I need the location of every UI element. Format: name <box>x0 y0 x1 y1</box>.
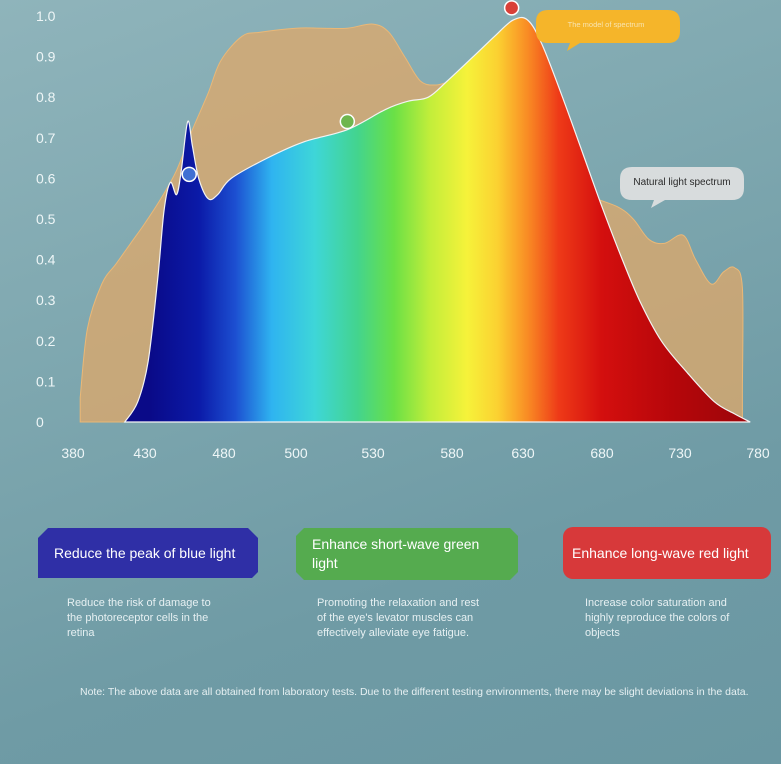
x-tick-label: 380 <box>61 445 85 461</box>
y-tick-label: 0 <box>36 414 44 430</box>
y-tick-label: 0.1 <box>36 373 56 389</box>
red-peak-marker <box>503 0 520 16</box>
natural-callout-text: Natural light spectrum <box>633 177 730 188</box>
model-spectrum-callout: The model of spectrum <box>536 10 680 51</box>
x-tick-label: 780 <box>746 445 770 461</box>
y-tick-label: 0.2 <box>36 333 56 349</box>
x-tick-label: 580 <box>440 445 464 461</box>
y-axis-ticks: 0 0.1 0.2 0.3 0.4 0.5 0.6 0.7 0.8 0.9 1.0 <box>36 8 56 430</box>
y-tick-label: 0.3 <box>36 292 56 308</box>
natural-spectrum-callout: Natural light spectrum <box>620 167 744 208</box>
x-tick-label: 630 <box>511 445 535 461</box>
y-tick-label: 0.8 <box>36 89 56 105</box>
y-tick-label: 0.6 <box>36 170 56 186</box>
x-tick-label: 480 <box>212 445 236 461</box>
model-callout-bubble <box>536 10 680 51</box>
chart-markers <box>181 0 520 183</box>
x-tick-label: 530 <box>361 445 385 461</box>
x-tick-label: 430 <box>133 445 157 461</box>
x-tick-label: 500 <box>284 445 308 461</box>
model-spectrum-area <box>123 16 751 423</box>
x-tick-label: 730 <box>668 445 692 461</box>
green-marker <box>339 113 356 130</box>
x-axis-ticks: 380 430 480 500 530 580 630 680 730 780 <box>61 445 770 461</box>
y-tick-label: 1.0 <box>36 8 56 24</box>
x-tick-label: 680 <box>590 445 614 461</box>
y-tick-label: 0.9 <box>36 49 56 65</box>
y-tick-label: 0.7 <box>36 130 56 146</box>
y-tick-label: 0.4 <box>36 252 56 268</box>
blue-peak-marker <box>181 166 197 183</box>
natural-callout-bubble <box>620 167 744 208</box>
y-tick-label: 0.5 <box>36 211 56 227</box>
model-callout-text: The model of spectrum <box>568 20 645 29</box>
